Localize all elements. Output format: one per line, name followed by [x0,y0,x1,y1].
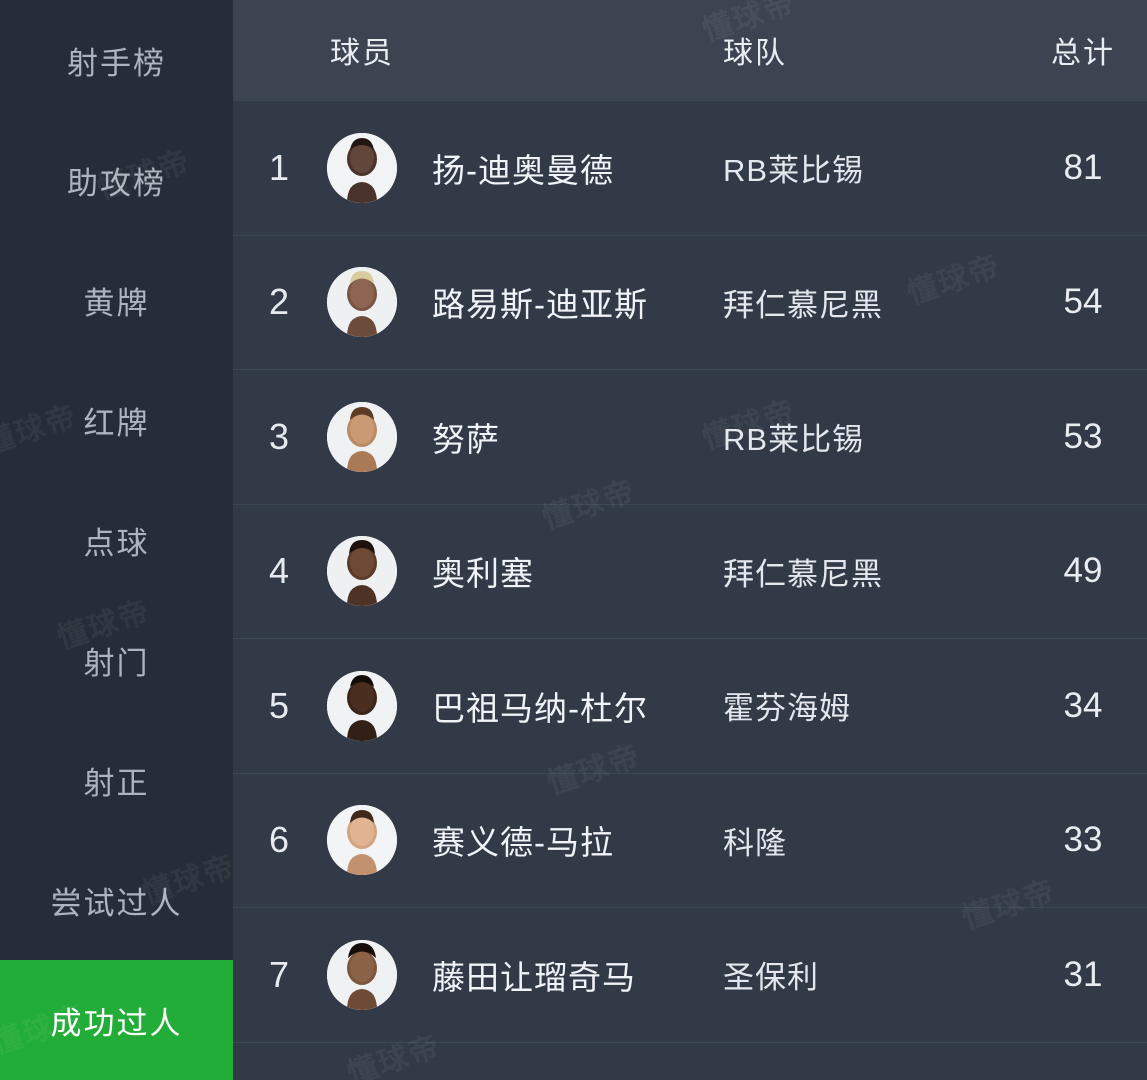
player-name-cell: 奥利塞 [432,555,534,593]
total-value-cell: 81 [1063,147,1103,187]
sidebar-item-dribbles-completed[interactable]: 成功过人 [0,960,233,1080]
column-header-total[interactable]: 总计 [1051,37,1115,70]
sidebar-item-label: 尝试过人 [50,885,183,921]
avatar-cell [325,236,399,370]
player-avatar-icon [327,267,397,338]
team-name-cell: 科隆 [723,825,787,861]
sidebar-item-shots[interactable]: 射门 [0,600,233,720]
sidebar-item-label: 射正 [83,765,150,801]
avatar-cell [325,505,399,639]
table-row[interactable]: 3 努萨 RB莱比锡 53 [233,369,1147,504]
rank-cell: 1 [268,146,290,188]
table-header-row: 球员 球队 总计 [233,0,1147,100]
player-name-cell: 赛义德-马拉 [432,824,614,862]
player-name-cell: 巴祖马纳-杜尔 [432,689,648,727]
sidebar-item-label: 助攻榜 [67,165,166,201]
sidebar-item-label: 射手榜 [67,45,166,81]
sidebar-item-penalties[interactable]: 点球 [0,480,233,600]
player-avatar-icon [327,805,397,876]
table-row[interactable]: 4 奥利塞 拜仁慕尼黑 49 [233,503,1147,639]
table-row[interactable]: 6 赛义德-马拉 科隆 33 [233,772,1147,908]
player-name-cell: 努萨 [432,420,500,458]
team-name-cell: 拜仁慕尼黑 [723,556,883,592]
total-value-cell: 31 [1063,954,1103,994]
avatar-cell [325,908,399,1042]
sidebar-item-label: 红牌 [83,405,150,441]
player-avatar-icon [327,670,397,741]
table-row[interactable]: 1 扬-迪奥曼德 RB莱比锡 81 [233,100,1147,235]
category-sidebar: 射手榜 助攻榜 黄牌 红牌 点球 射门 射正 尝试过人 成功过人 [0,0,233,1080]
rank-cell: 6 [268,819,290,861]
table-row[interactable]: 2 路易斯-迪亚斯 拜仁慕尼黑 54 [233,234,1147,370]
sidebar-item-yellow-cards[interactable]: 黄牌 [0,240,233,360]
sidebar-item-label: 成功过人 [50,1005,183,1041]
player-name-cell: 藤田让瑠奇马 [432,958,636,996]
player-avatar-icon [327,939,397,1010]
sidebar-item-shots-on-target[interactable]: 射正 [0,720,233,840]
sidebar-item-dribbles-attempted[interactable]: 尝试过人 [0,840,233,960]
sidebar-item-assists[interactable]: 助攻榜 [0,120,233,240]
rank-cell: 3 [268,415,290,457]
total-value-cell: 34 [1063,685,1103,725]
team-name-cell: RB莱比锡 [723,153,865,189]
team-name-cell: 霍芬海姆 [723,691,851,727]
player-name-cell: 路易斯-迪亚斯 [432,286,648,324]
table-row[interactable]: 7 藤田让瑠奇马 圣保利 31 [233,907,1147,1042]
total-value-cell: 54 [1063,282,1103,322]
avatar-cell [325,101,399,235]
sidebar-item-label: 黄牌 [83,285,150,321]
avatar-cell [325,370,399,504]
player-avatar-icon [327,401,397,472]
team-name-cell: 拜仁慕尼黑 [723,287,883,323]
avatar-cell [325,639,399,773]
total-value-cell: 33 [1063,820,1103,860]
sidebar-item-label: 射门 [83,645,150,681]
rank-cell: 2 [268,281,290,323]
column-header-team[interactable]: 球队 [723,37,787,70]
rank-cell: 5 [268,684,290,726]
rank-cell: 7 [268,953,290,995]
team-name-cell: RB莱比锡 [723,422,865,458]
sidebar-item-label: 点球 [83,525,150,561]
team-name-cell: 圣保利 [723,960,819,996]
table-row[interactable]: 5 巴祖马纳-杜尔 霍芬海姆 34 [233,638,1147,773]
player-avatar-icon [327,132,397,203]
total-value-cell: 49 [1063,551,1103,591]
table-row[interactable] [233,1041,1147,1080]
leaderboard-table: 球员 球队 总计 1 扬-迪奥曼德 RB莱比锡 81 2 路易斯-迪 [233,0,1147,1080]
sidebar-item-top-scorers[interactable]: 射手榜 [0,0,233,120]
player-avatar-icon [327,536,397,607]
player-name-cell: 扬-迪奥曼德 [432,151,614,189]
column-header-player[interactable]: 球员 [330,37,394,70]
sidebar-item-red-cards[interactable]: 红牌 [0,360,233,480]
rank-cell: 4 [268,550,290,592]
avatar-cell [325,774,399,908]
total-value-cell: 53 [1063,416,1103,456]
